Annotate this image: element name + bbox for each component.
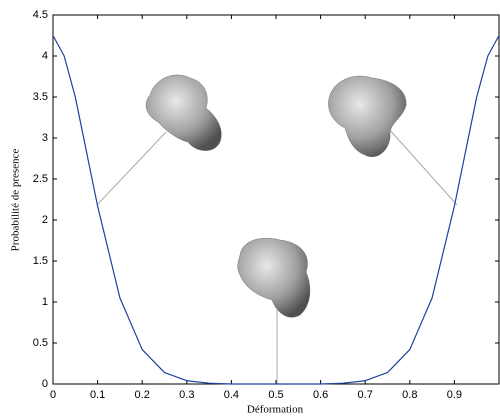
- x-tick-label: 0.4: [224, 389, 239, 401]
- y-tick-label: 0: [42, 378, 48, 390]
- x-tick-label: 0.9: [447, 389, 462, 401]
- molecule-middle: [237, 237, 311, 318]
- y-tick-label: 3: [42, 132, 48, 144]
- x-tick-label: 0.7: [358, 389, 373, 401]
- x-axis-label: Déformation: [247, 404, 304, 416]
- x-tick-label: 0.5: [268, 389, 283, 401]
- y-axis-label: Probabilité de presence: [10, 149, 22, 252]
- y-tick-label: 3.5: [33, 91, 48, 103]
- connector: [96, 131, 167, 206]
- x-tick-label: 0.3: [179, 389, 194, 401]
- molecule-right: [328, 75, 407, 157]
- y-tick-label: 4: [42, 50, 48, 62]
- x-tick-label: 0.1: [90, 389, 105, 401]
- x-tick-label: 0: [50, 389, 56, 401]
- plot-frame: [52, 14, 500, 385]
- y-tick-label: 2.5: [33, 173, 48, 185]
- line-series: [52, 35, 500, 385]
- y-tick-label: 4.5: [33, 9, 48, 21]
- y-tick-label: 1.5: [33, 255, 48, 267]
- y-tick-label: 0.5: [33, 337, 48, 349]
- x-tick-label: 0.8: [402, 389, 417, 401]
- connector: [387, 127, 458, 206]
- x-tick-label: 0.6: [313, 389, 328, 401]
- annotation-lines: [96, 127, 458, 384]
- y-tick-label: 2: [42, 214, 48, 226]
- molecule-left: [145, 74, 222, 151]
- x-tick-label: 0.2: [135, 389, 150, 401]
- y-tick-label: 1: [42, 296, 48, 308]
